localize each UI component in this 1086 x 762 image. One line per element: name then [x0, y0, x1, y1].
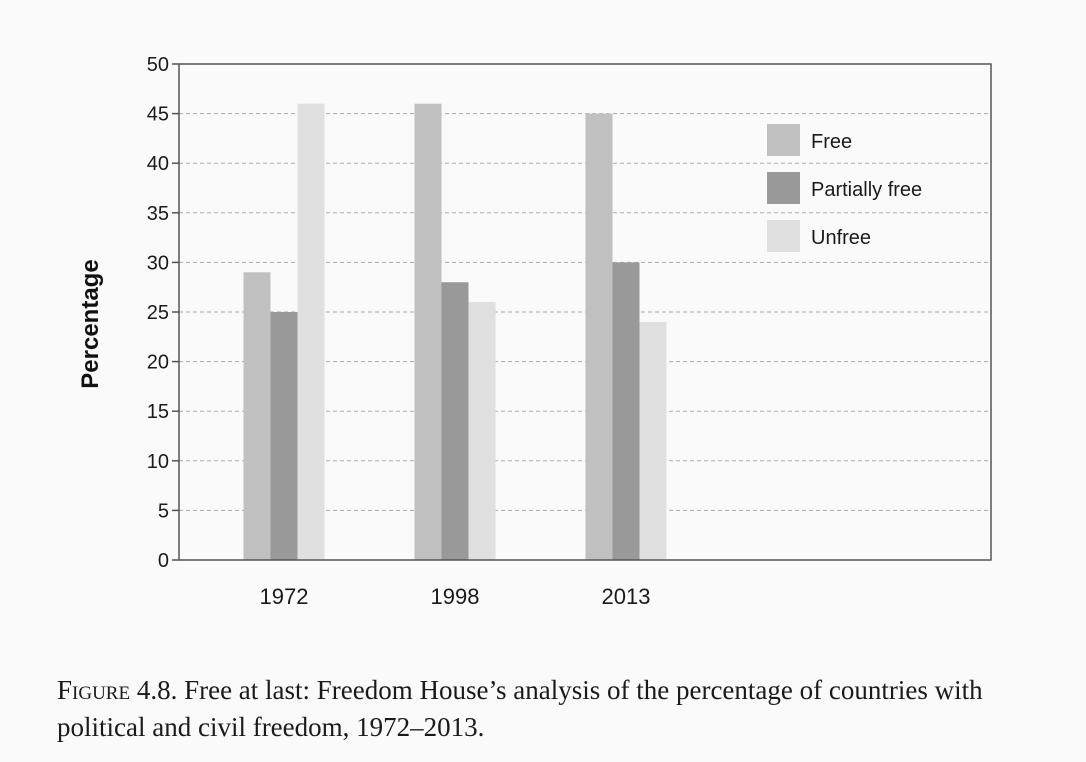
caption-text: 4.8. Free at last: Freedom House’s analy… [57, 675, 983, 742]
x-tick-label: 2013 [602, 584, 651, 609]
y-tick-label: 15 [147, 401, 169, 423]
legend-label: Unfree [811, 227, 871, 249]
legend-label: Free [811, 131, 852, 153]
bar-partially-free-1998 [441, 282, 469, 560]
y-tick-label: 30 [147, 252, 169, 274]
bar-unfree-1972 [297, 103, 325, 561]
x-tick-label: 1972 [260, 584, 309, 609]
bars [243, 103, 667, 561]
y-axis-ticks: 0 5 10 15 20 25 30 35 40 45 50 [147, 54, 179, 572]
y-tick-label: 45 [147, 104, 169, 126]
bar-free-1998 [414, 103, 442, 561]
x-tick-label: 1998 [431, 584, 480, 609]
legend: Free Partially free Unfree [767, 124, 922, 252]
y-tick-label: 10 [147, 451, 169, 473]
bar-partially-free-2013 [612, 262, 640, 560]
legend-label: Partially free [811, 179, 922, 201]
legend-swatch [767, 124, 800, 156]
bar-unfree-2013 [639, 321, 667, 560]
y-axis-label: Percentage [77, 259, 104, 388]
caption-figure-word: Figure [57, 675, 131, 705]
legend-swatch [767, 220, 800, 252]
legend-swatch [767, 172, 800, 204]
bar-free-1972 [243, 272, 271, 560]
figure-caption: Figure 4.8. Free at last: Freedom House’… [57, 672, 1047, 746]
y-tick-label: 5 [158, 500, 169, 522]
x-axis-ticks: 1972 1998 2013 [260, 584, 651, 609]
bar-partially-free-1972 [270, 312, 298, 560]
bar-unfree-1998 [468, 302, 496, 560]
y-tick-label: 35 [147, 203, 169, 225]
y-tick-label: 40 [147, 153, 169, 175]
y-tick-label: 20 [147, 352, 169, 374]
y-tick-label: 25 [147, 302, 169, 324]
y-tick-label: 0 [158, 550, 169, 572]
bar-free-2013 [585, 113, 613, 560]
y-tick-label: 50 [147, 54, 169, 76]
bar-chart: 0 5 10 15 20 25 30 35 40 45 50 1972 1998 2013 Free Pa… [77, 54, 992, 609]
